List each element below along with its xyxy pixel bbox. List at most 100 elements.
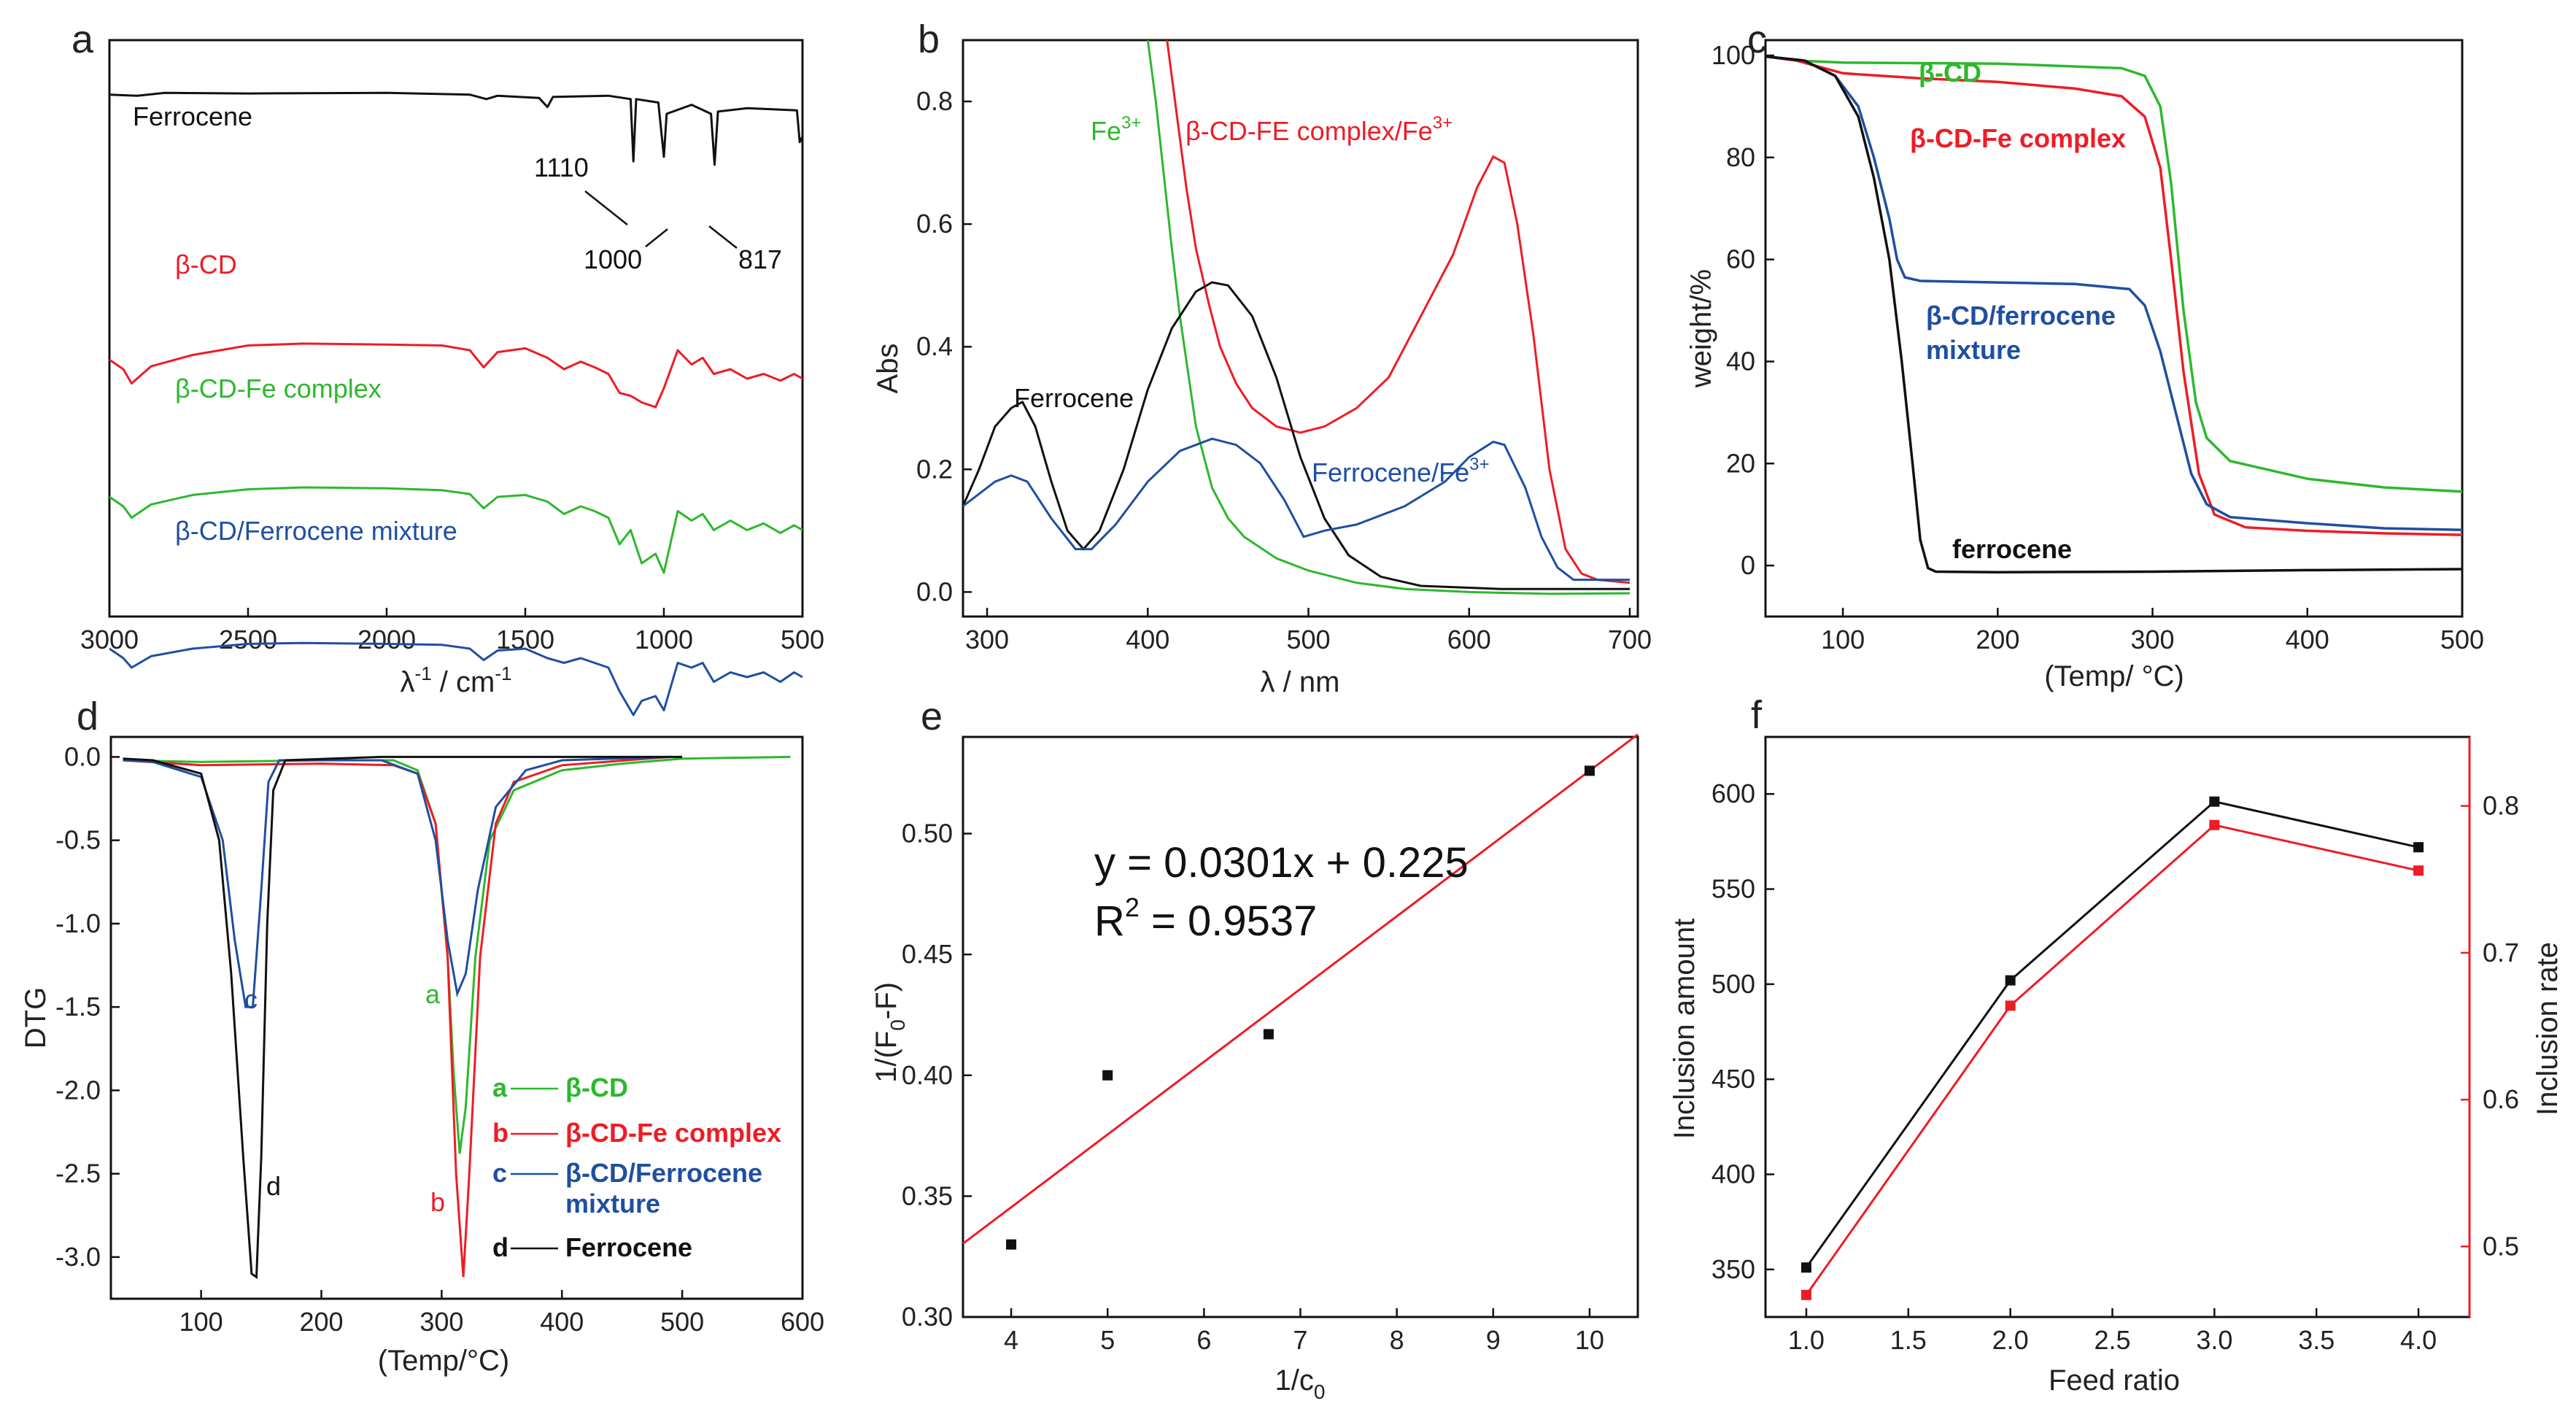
panel-f-series-line-0	[1805, 800, 2419, 1269]
legend-key-d: d	[492, 1232, 508, 1262]
panel-f-ytick-label-600: 600	[1711, 779, 1755, 808]
panel-c-xtick-label-200: 200	[1976, 625, 2019, 654]
panel-e-ticks: 4 5 6 7 8 9 10 0.30 0.35 0.40 0.45 0.50	[902, 819, 1604, 1356]
annotation-817-arrow	[708, 225, 738, 249]
panel-d-xtick-label-400: 400	[540, 1307, 584, 1337]
panel-d-frame	[109, 735, 804, 1300]
panel-f-right-ytick-label-0.7: 0.7	[2483, 938, 2519, 967]
panel-c-xtick-label-400: 400	[2286, 625, 2329, 654]
annotation-817: 817	[738, 244, 782, 274]
panel-d-ytick-label-0.0: 0.0	[64, 741, 101, 771]
panel-c-letter: c	[1747, 18, 1767, 61]
panel-c-xtick-label-300: 300	[2131, 625, 2175, 654]
annotation-1110-arrow	[584, 190, 628, 225]
legend-label-c: β-CD/Ferrocene	[565, 1158, 762, 1188]
panel-f-ticks: 1.0 1.5 2.0 2.5 3.0 3.5 4.0 350 400 450 500 550 600 0…	[1711, 779, 2519, 1355]
legend-entry-c: c β-CD/Ferrocene mixture	[492, 1158, 762, 1218]
panel-b-label-complex: β-CD-FE complex/Fe3+	[1185, 113, 1453, 146]
panel-c-ytick-label-100: 100	[1711, 40, 1755, 70]
panel-e-data-point-3	[1584, 765, 1595, 776]
panel-e-xtick-label-4: 4	[1004, 1325, 1018, 1355]
panel-a-xtick-label-2000: 2000	[357, 625, 416, 654]
panel-a-frame	[108, 39, 804, 618]
panel-b-ytick-label-0.6: 0.6	[916, 209, 953, 239]
panel-d-letter: d	[77, 695, 98, 738]
panel-e-ytick-label-0.35: 0.35	[902, 1181, 953, 1210]
panel-b-x-label: λ / nm	[1261, 666, 1340, 698]
panel-d-peak-b: b	[430, 1187, 445, 1217]
panel-c-y-label: weight/%	[1685, 269, 1717, 388]
panel-c-series-line-2	[1765, 55, 2463, 531]
panel-b-xtick-label-300: 300	[965, 625, 1009, 654]
panel-b-y-label: Abs	[872, 344, 904, 394]
panel-c: c 100 200 300 400 500 0 20 40 60 80 100 β-CD β-CD-…	[1685, 18, 2484, 692]
panel-f-series-0-point-1	[2005, 975, 2016, 986]
panel-f-xtick-label-1.5: 1.5	[1890, 1325, 1927, 1355]
panel-c-label-complex: β-CD-Fe complex	[1910, 123, 2126, 153]
panel-a-label-bcd: β-CD	[175, 250, 237, 279]
panel-e-y-label: 1/(F0-F)	[870, 982, 909, 1083]
panel-d-x-label: (Temp/°C)	[378, 1345, 509, 1377]
panel-a-xtick-label-3000: 3000	[80, 625, 139, 654]
panel-d-series	[123, 755, 791, 1280]
panel-b-series-line-1	[1166, 40, 1631, 584]
panel-d-xtick-label-600: 600	[781, 1307, 824, 1337]
panel-e-fit-line	[962, 733, 1639, 1245]
panel-f-xtick-label-2.5: 2.5	[2094, 1325, 2130, 1355]
legend-label-b: β-CD-Fe complex	[565, 1118, 781, 1148]
panel-f-series-1-point-1	[2005, 1000, 2016, 1011]
panel-f-right-ytick-label-0.5: 0.5	[2483, 1231, 2519, 1261]
panel-b-ticks: 300 400 500 600 700 0.0 0.2 0.4 0.6 0.8	[916, 86, 1652, 654]
panel-f-series-1-point-0	[1801, 1289, 1811, 1300]
panel-d-legend: a β-CD b β-CD-Fe complex c β-CD/Ferrocen…	[492, 1073, 781, 1262]
panel-c-x-label: (Temp/ °C)	[2044, 660, 2184, 692]
panel-c-xtick-label-100: 100	[1821, 625, 1865, 654]
panel-e-letter: e	[921, 695, 943, 738]
legend-entry-a: a β-CD	[492, 1073, 628, 1102]
panel-a-xtick-label-1000: 1000	[635, 625, 693, 654]
panel-d-series-line-0	[123, 755, 791, 1154]
legend-label-d: Ferrocene	[565, 1232, 692, 1262]
panel-e-data-point-0	[1006, 1239, 1017, 1250]
panel-b-xtick-label-700: 700	[1608, 625, 1652, 654]
panel-f-series-line-1	[1805, 824, 2419, 1296]
panel-b-series-line-0	[1146, 40, 1631, 595]
panel-f-xtick-label-1.0: 1.0	[1788, 1325, 1825, 1355]
panel-f-ytick-label-350: 350	[1711, 1254, 1755, 1284]
panel-d-series-line-1	[123, 755, 670, 1278]
panel-c-ticks: 100 200 300 400 500 0 20 40 60 80 100	[1711, 40, 2484, 654]
panel-d-series-line-3	[123, 755, 683, 1280]
panel-d-xtick-label-100: 100	[179, 1307, 223, 1337]
panel-a-xtick-label-2500: 2500	[219, 625, 277, 654]
panel-c-frame	[1764, 39, 2464, 618]
panel-b-xtick-label-400: 400	[1126, 625, 1169, 654]
panel-a-xtick-label-500: 500	[781, 625, 824, 654]
panel-c-label-ferrocene: ferrocene	[1952, 534, 2072, 564]
panel-f-letter: f	[1751, 693, 1763, 737]
panel-c-label-bcd: β-CD	[1919, 58, 1981, 88]
panel-b-letter: b	[918, 18, 940, 61]
panel-f-series-0-point-2	[2209, 796, 2220, 807]
panel-b-xtick-label-600: 600	[1447, 625, 1491, 654]
panel-a: a 3000 2500 2000 1500 1000 500 Ferrocene β-CD…	[71, 18, 824, 716]
panel-f-y-label: Inclusion amount	[1668, 919, 1701, 1139]
panel-f-marks	[1801, 796, 2424, 1300]
panel-f-right-ytick-label-0.6: 0.6	[2483, 1084, 2519, 1114]
panel-d: d 100 200 300 400 500 600 0.0 -0.5 -1.0 -1.5 -2.0 -…	[20, 695, 824, 1377]
panel-f-xtick-label-4.0: 4.0	[2400, 1325, 2437, 1355]
panel-b-series-line-2	[963, 281, 1630, 590]
panel-b-label-ferrocene: Ferrocene	[1014, 383, 1134, 413]
panel-e-data-point-1	[1102, 1070, 1113, 1081]
panel-f-xtick-label-2.0: 2.0	[1992, 1325, 2029, 1355]
annotation-1110: 1110	[534, 152, 589, 182]
panel-f-series-0-point-0	[1801, 1262, 1811, 1273]
panel-d-xtick-label-300: 300	[419, 1307, 463, 1337]
panel-b-series	[963, 40, 1631, 595]
panel-d-series-line-2	[123, 755, 670, 1008]
panel-b-ytick-label-0.4: 0.4	[916, 331, 953, 361]
panel-d-ytick-label--0.5: -0.5	[55, 825, 101, 855]
panel-f-ytick-label-450: 450	[1711, 1064, 1755, 1094]
panel-c-ytick-label-0: 0	[1741, 550, 1755, 580]
panel-d-ytick-label--3.0: -3.0	[55, 1242, 101, 1272]
